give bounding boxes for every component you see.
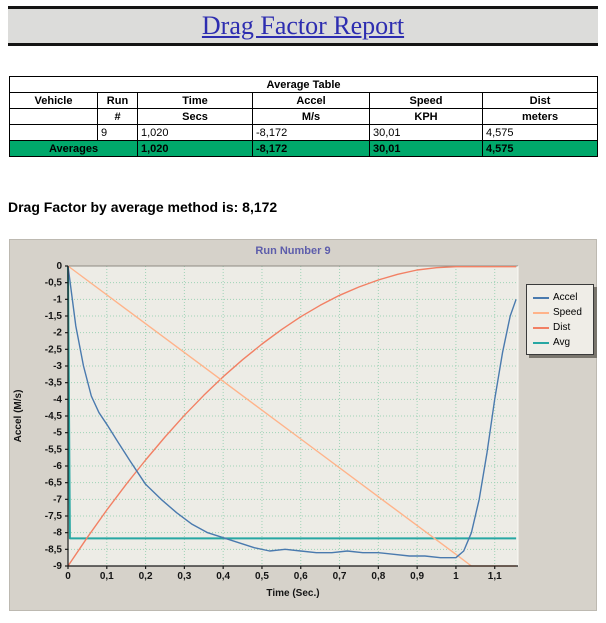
svg-text:-4,5: -4,5	[45, 411, 63, 422]
svg-text:0,8: 0,8	[371, 571, 385, 582]
svg-text:-8: -8	[53, 528, 62, 539]
col-unit-speed: KPH	[369, 108, 483, 125]
cell-speed: 30,01	[369, 124, 483, 141]
svg-text:0,5: 0,5	[255, 571, 269, 582]
col-header-speed: Speed	[369, 92, 483, 109]
table-title-row: Average Table	[8, 76, 599, 93]
avg-accel: -8,172	[252, 140, 370, 157]
series-line-accel	[67, 265, 517, 559]
svg-text:-3: -3	[53, 361, 62, 372]
col-unit-dist: meters	[481, 108, 599, 125]
svg-text:0: 0	[65, 571, 71, 582]
col-header-run: Run	[97, 92, 138, 109]
svg-text:-0,5: -0,5	[45, 278, 63, 289]
legend-item-avg: Avg	[533, 335, 589, 350]
svg-text:0,7: 0,7	[333, 571, 347, 582]
cell-time: 1,020	[137, 124, 253, 141]
svg-text:-1: -1	[53, 294, 62, 305]
tick-labels: 0 0,1 0,2 0,3 0,4 0,5 0,6 0,7 0,8 0,9 1 1,1 0 -0,5 -1 -…	[45, 261, 502, 582]
svg-text:1,1: 1,1	[488, 571, 502, 582]
col-header-dist: Dist	[481, 92, 599, 109]
legend-label: Dist	[553, 322, 571, 333]
col-unit-run: #	[97, 108, 138, 125]
series-line-speed	[67, 265, 517, 567]
table-subheader-row: # Secs M/s KPH meters	[9, 108, 599, 125]
cell-run: 9	[97, 124, 138, 141]
col-header-time: Time	[137, 92, 253, 109]
svg-text:0,3: 0,3	[177, 571, 191, 582]
legend-swatch-accel	[533, 296, 549, 299]
svg-text:-6,5: -6,5	[45, 478, 63, 489]
svg-text:-7: -7	[53, 494, 62, 505]
chart-legend: Accel Speed Dist Avg	[526, 284, 594, 355]
report-title: Drag Factor Report	[201, 11, 405, 40]
y-axis-label: Accel (M/s)	[13, 390, 24, 443]
legend-label: Avg	[553, 337, 571, 348]
col-header-accel: Accel	[252, 92, 370, 109]
legend-item-accel: Accel	[533, 290, 589, 305]
cell-dist: 4,575	[481, 124, 599, 141]
legend-item-speed: Speed	[533, 305, 589, 320]
table-header-row: Vehicle Run Time Accel Speed Dist	[9, 92, 599, 109]
chart-panel: 0 0,1 0,2 0,3 0,4 0,5 0,6 0,7 0,8 0,9 1 1,1 0 -0,5 -1 -…	[9, 239, 597, 611]
avg-time: 1,020	[137, 140, 253, 157]
legend-label: Speed	[553, 307, 582, 318]
report-header: Drag Factor Report	[8, 6, 598, 46]
svg-text:-7,5: -7,5	[45, 511, 63, 522]
legend-item-dist: Dist	[533, 320, 589, 335]
svg-text:-4: -4	[53, 394, 62, 405]
table-data-row: 9 1,020 -8,172 30,01 4,575	[9, 124, 599, 141]
svg-text:0: 0	[56, 261, 62, 272]
series-line-dist	[67, 266, 517, 567]
svg-text:-5,5: -5,5	[45, 444, 63, 455]
svg-text:-3,5: -3,5	[45, 378, 63, 389]
x-axis-label: Time (Sec.)	[266, 588, 319, 599]
svg-text:-1,5: -1,5	[45, 311, 63, 322]
cell-vehicle	[9, 124, 98, 141]
svg-text:0,9: 0,9	[410, 571, 424, 582]
grid	[68, 266, 518, 566]
svg-text:-6: -6	[53, 461, 62, 472]
table-title: Average Table	[8, 76, 599, 93]
legend-label: Accel	[553, 292, 578, 303]
svg-text:-9: -9	[53, 561, 62, 572]
legend-swatch-speed	[533, 311, 549, 314]
svg-text:-8,5: -8,5	[45, 544, 63, 555]
svg-text:0,1: 0,1	[100, 571, 114, 582]
col-unit-accel: M/s	[252, 108, 370, 125]
chart-title: Run Number 9	[255, 245, 330, 257]
avg-dist: 4,575	[481, 140, 599, 157]
col-unit-time: Secs	[137, 108, 253, 125]
axes	[65, 265, 518, 569]
svg-text:0,6: 0,6	[294, 571, 308, 582]
series-line-avg	[67, 265, 517, 540]
svg-text:-5: -5	[53, 428, 62, 439]
averages-row: Averages 1,020 -8,172 30,01 4,575	[9, 140, 599, 157]
svg-text:-2: -2	[53, 328, 62, 339]
legend-swatch-avg	[533, 341, 549, 344]
average-table: Average Table Vehicle Run Time Accel Spe…	[8, 76, 599, 157]
svg-text:1: 1	[453, 571, 459, 582]
drag-factor-text: Drag Factor by average method is: 8,172	[8, 199, 278, 215]
averages-label: Averages	[9, 140, 138, 157]
svg-text:0,2: 0,2	[139, 571, 153, 582]
svg-text:-2,5: -2,5	[45, 344, 63, 355]
col-header-vehicle: Vehicle	[9, 92, 98, 109]
legend-swatch-dist	[533, 326, 549, 329]
avg-speed: 30,01	[369, 140, 483, 157]
svg-text:0,4: 0,4	[216, 571, 230, 582]
col-unit-vehicle	[9, 108, 98, 125]
cell-accel: -8,172	[252, 124, 370, 141]
run-chart: 0 0,1 0,2 0,3 0,4 0,5 0,6 0,7 0,8 0,9 1 1,1 0 -0,5 -1 -…	[13, 245, 519, 599]
